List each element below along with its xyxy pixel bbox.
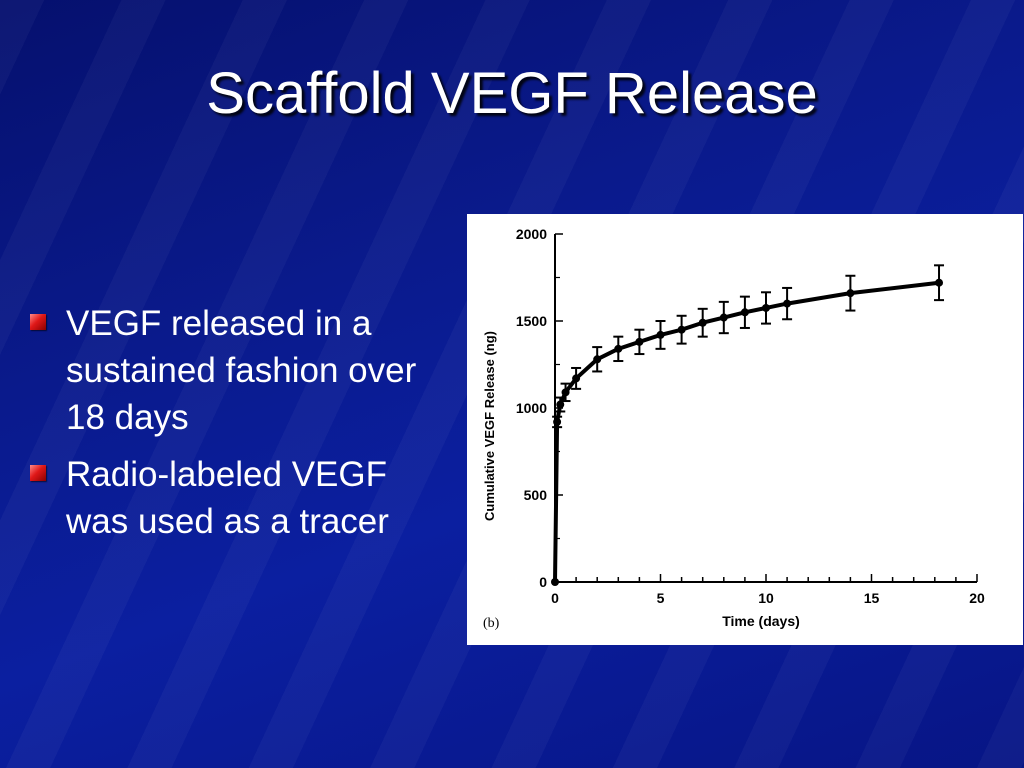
y-axis-label: Cumulative VEGF Release (ng) (482, 331, 497, 521)
bullet-item: VEGF released in a sustained fashion ove… (28, 300, 448, 441)
chart-series (551, 264, 945, 586)
data-point (783, 299, 792, 308)
data-point (561, 388, 570, 397)
data-point (677, 325, 686, 334)
bullet-text: VEGF released in a sustained fashion ove… (66, 304, 417, 437)
y-tick-label: 500 (524, 487, 548, 503)
bullet-list: VEGF released in a sustained fashion ove… (28, 300, 448, 555)
y-tick-label: 1000 (516, 400, 547, 416)
x-tick-label: 0 (551, 590, 559, 606)
release-chart: 0 5 10 15 20 0 500 1000 1500 2000 Time (days) Cum… (482, 226, 985, 631)
data-point (614, 344, 623, 353)
data-point (719, 313, 728, 322)
x-tick-label: 10 (758, 590, 774, 606)
data-point (556, 400, 565, 409)
data-point (551, 578, 559, 586)
data-point (762, 303, 770, 312)
y-tick-label: 1500 (516, 313, 547, 329)
chart-axes: 0 5 10 15 20 0 500 1000 1500 2000 (516, 226, 985, 606)
x-tick-label: 15 (864, 590, 880, 606)
x-tick-label: 5 (657, 590, 665, 606)
y-tick-label: 0 (539, 574, 547, 590)
chart-panel: 0 5 10 15 20 0 500 1000 1500 2000 Time (days) Cum… (467, 214, 1023, 645)
y-tick-label: 2000 (516, 226, 547, 242)
data-point (635, 337, 644, 346)
square-bullet-icon (30, 465, 46, 481)
x-axis-label: Time (days) (722, 613, 800, 629)
data-point (572, 374, 581, 383)
bullet-item: Radio-labeled VEGF was used as a tracer (28, 451, 448, 545)
data-point (935, 278, 944, 287)
data-point (698, 318, 707, 327)
bullet-text: Radio-labeled VEGF was used as a tracer (66, 455, 389, 541)
panel-label: (b) (483, 616, 500, 631)
data-point (656, 330, 665, 339)
x-tick-label: 20 (969, 590, 985, 606)
slide-title: Scaffold VEGF Release (206, 61, 818, 126)
data-point (740, 308, 749, 317)
data-point (553, 417, 562, 426)
data-point (846, 289, 855, 298)
data-point (593, 355, 602, 364)
square-bullet-icon (30, 314, 46, 330)
